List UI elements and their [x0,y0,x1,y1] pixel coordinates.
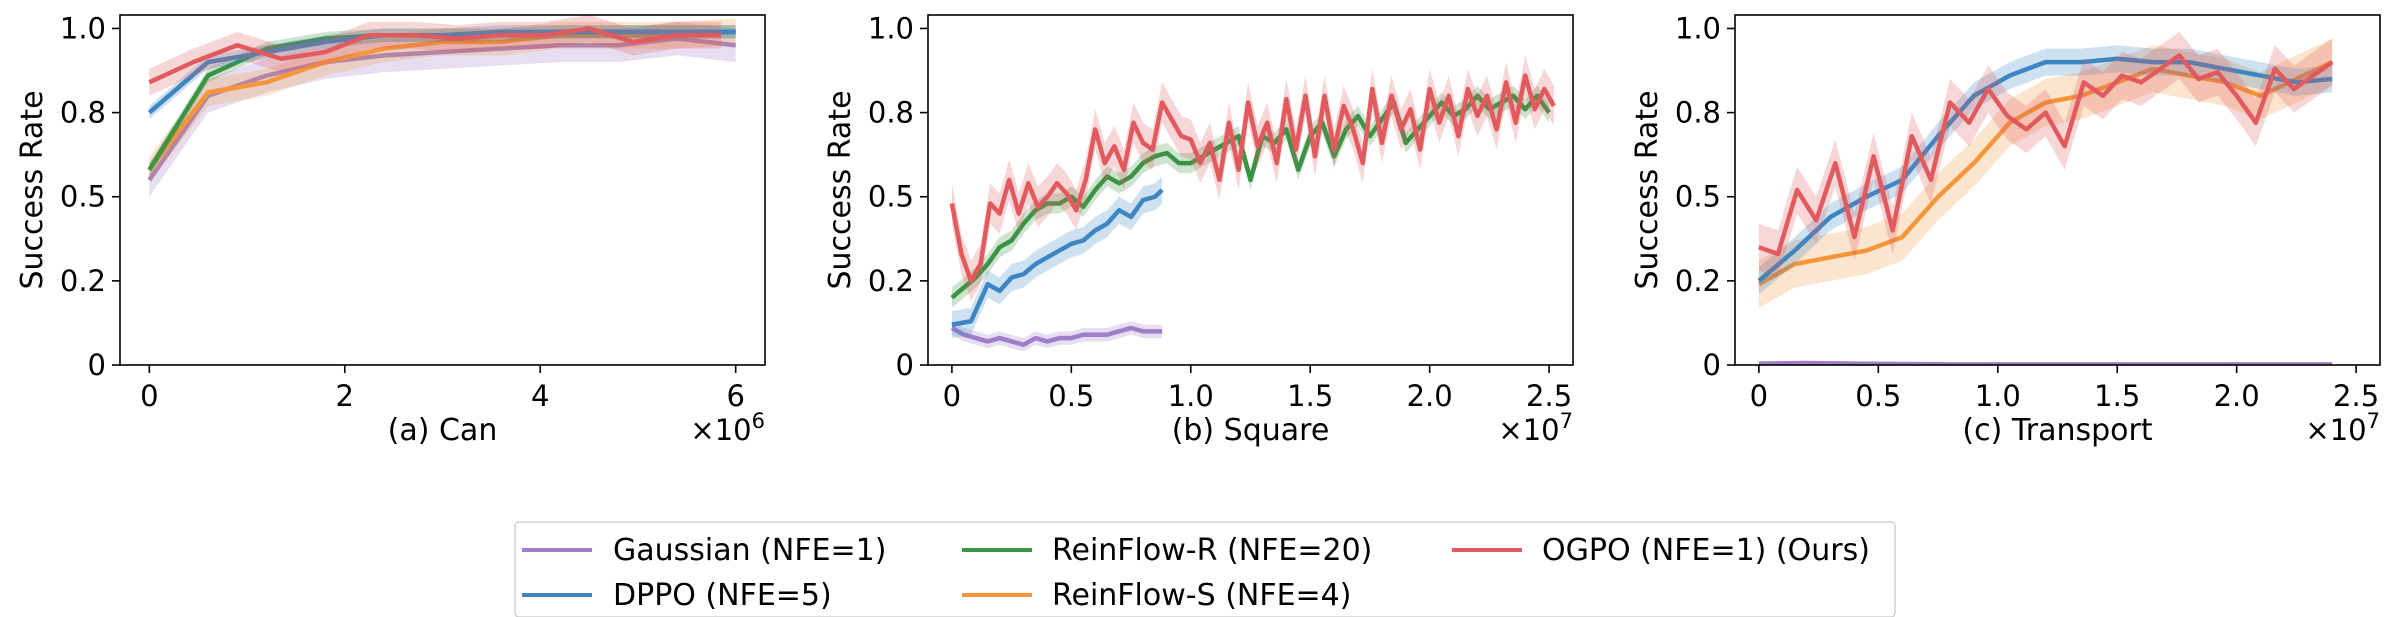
x-tick-label: 1.0 [1168,379,1214,413]
y-tick-label: 0.2 [60,264,106,298]
legend-label-dppo: DPPO (NFE=5) [613,578,832,613]
legend-entry-dppo: DPPO (NFE=5) [522,578,832,613]
series-line-ogpo [949,73,1556,284]
x-axis-label: (b) Square [1172,413,1330,448]
legend-entry-reinflow-s: ReinFlow-S (NFE=4) [962,578,1351,613]
y-axis-label: Success Rate [1630,90,1665,289]
series-line-ogpo [148,26,722,85]
series-line-gaussian [950,325,1163,348]
band-gaussian [149,21,736,197]
y-tick-label: 0 [896,348,914,382]
x-tick-label: 0.5 [1048,379,1094,413]
legend-label-reinflow-r: ReinFlow-R (NFE=20) [1052,533,1372,568]
x-tick-label: 2.5 [1526,379,1572,413]
y-tick-label: 0.2 [868,264,914,298]
legend-label-gaussian: Gaussian (NFE=1) [613,533,886,568]
panel-square: 0 0.2 0.5 0.8 1.0 0 0.5 1.0 1.5 2.0 2.5 Success Rat… [823,11,1574,448]
band-reinflow_s [1758,38,2333,308]
axes-frame [927,14,1574,366]
series-line-reinflow_s [147,29,736,172]
legend-label-ogpo: OGPO (NFE=1) (Ours) [1542,533,1870,568]
y-tick-label: 1.0 [868,11,914,45]
x-tick-label: 2.5 [2333,379,2379,413]
legend-frame [514,521,1896,617]
plot-area [147,15,736,197]
x-tick-label: 0.5 [1855,379,1901,413]
band-reinflow_s [149,18,736,184]
x-tick-label: 0 [140,379,158,413]
x-axis-multiplier: ×107 [2305,409,2380,447]
x-tick-label: 2 [336,379,354,413]
x-axis-label: (a) Can [388,413,498,448]
y-tick-label: 0 [1703,348,1721,382]
x-tick-label: 0 [943,379,961,413]
plot-area [1757,31,2334,365]
x-tick-label: 6 [726,379,744,413]
y-tick-label: 0.8 [60,96,106,130]
y-tick-label: 1.0 [1675,11,1721,45]
panel-transport: 0 0.2 0.5 0.8 1.0 0 0.5 1.0 1.5 2.0 2.5 Success Rat… [1630,11,2381,448]
x-tick-label: 2.0 [1407,379,1453,413]
series-line-dppo [1757,56,2333,283]
y-tick-label: 0.8 [868,96,914,130]
x-tick-label: 0 [1750,379,1768,413]
series-line-gaussian [1758,360,2333,365]
y-tick-label: 0 [88,348,106,382]
band-ogpo [149,15,722,96]
y-tick-label: 1.0 [60,11,106,45]
legend-entry-gaussian: Gaussian (NFE=1) [522,533,886,568]
x-tick-label: 2.0 [2214,379,2260,413]
x-tick-label: 1.0 [1975,379,2021,413]
series-line-ogpo [1758,53,2334,257]
legend: Gaussian (NFE=1) DPPO (NFE=5) ReinFlow-R… [514,521,1896,617]
x-tick-label: 1.5 [2094,379,2140,413]
y-tick-label: 0.5 [1675,180,1721,214]
y-tick-label: 0.5 [868,180,914,214]
legend-entry-reinflow-r: ReinFlow-R (NFE=20) [962,533,1372,568]
y-tick-label: 0.2 [1675,264,1721,298]
band-ogpo [951,55,1554,302]
x-tick-label: 4 [531,379,549,413]
y-tick-label: 0.5 [60,180,106,214]
plot-area [949,55,1556,352]
legend-label-reinflow-s: ReinFlow-S (NFE=4) [1052,578,1351,613]
series-line-dppo [951,188,1164,327]
x-axis-multiplier: ×106 [690,409,765,447]
x-axis-multiplier: ×107 [1498,409,1573,447]
y-tick-label: 0.8 [1675,96,1721,130]
y-axis-label: Success Rate [823,90,858,289]
series-line-reinflow_s [1757,60,2334,287]
legend-entry-ogpo: OGPO (NFE=1) (Ours) [1452,533,1870,568]
band-gaussian [951,321,1163,352]
x-axis-label: (c) Transport [1962,413,2152,448]
y-axis-label: Success Rate [15,90,50,289]
x-tick-label: 1.5 [1287,379,1333,413]
panel-can: 0 0.2 0.5 0.8 1.0 0 2 4 6 Success Rate (a) Can ×106 [15,11,766,448]
axes-frame [1734,14,2381,366]
axes-frame [119,14,766,366]
band-dppo [951,176,1163,339]
